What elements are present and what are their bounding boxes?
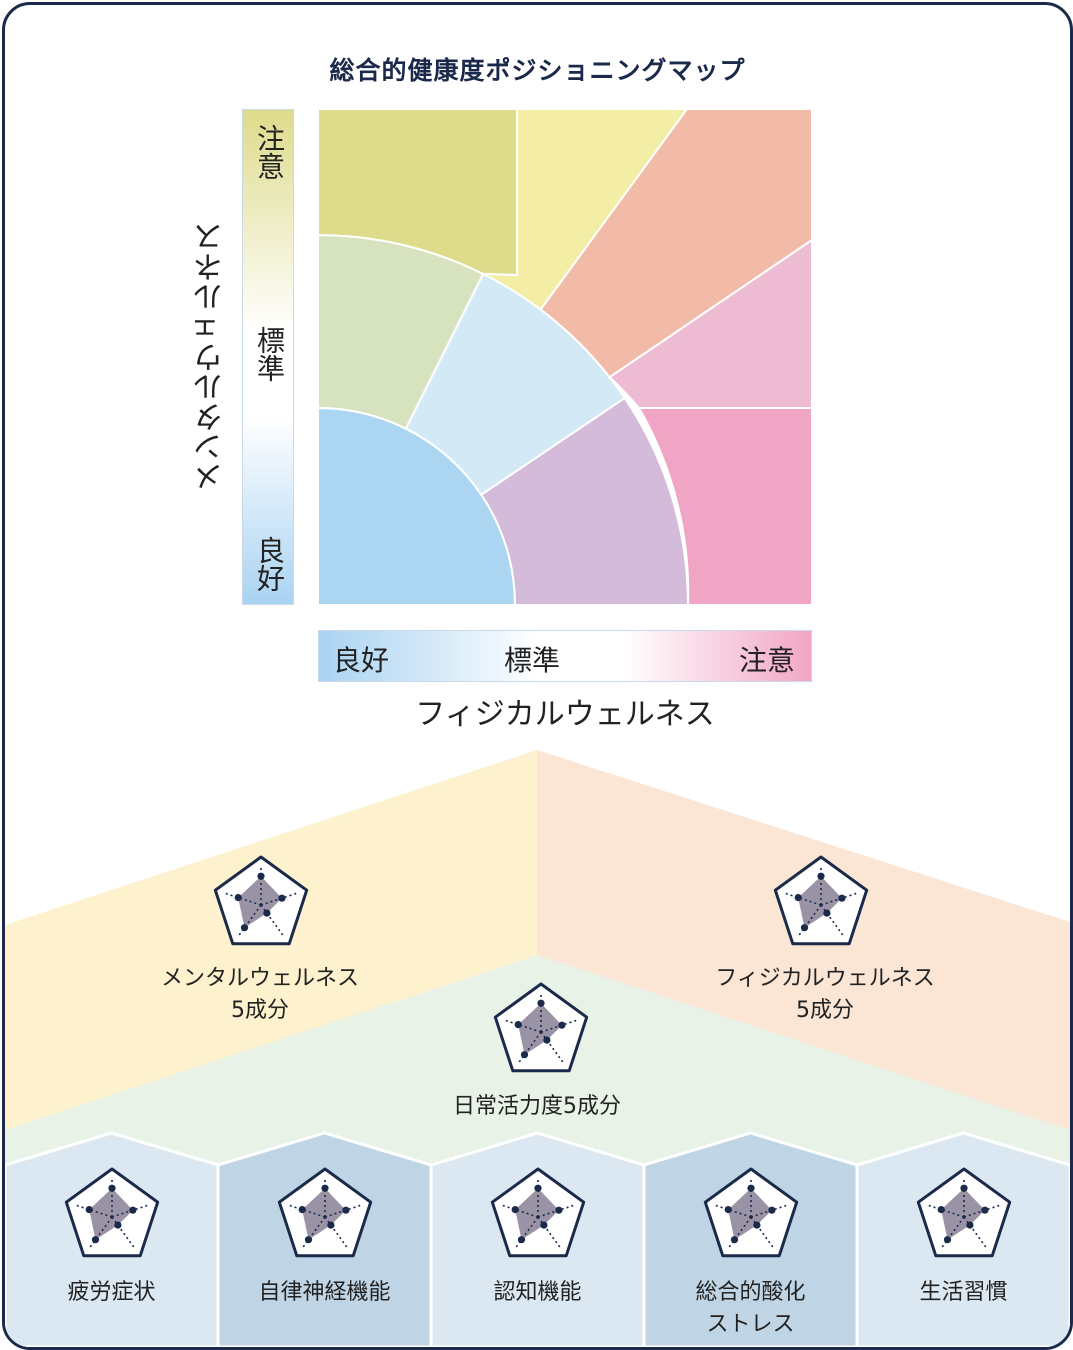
map-title: 総合的健康度ポジショニングマップ <box>329 56 746 85</box>
physical-wellness-label-line1: フィジカルウェルネス <box>715 966 935 991</box>
base-label-oxidative-stress: 総合的酸化 ストレス <box>644 1277 857 1341</box>
base-label-fatigue-text: 疲労症状 <box>67 1280 156 1305</box>
mental-wellness-label-line2: 5成分 <box>231 998 289 1023</box>
base-label-fatigue: 疲労症状 <box>5 1277 218 1309</box>
radar-chart-icon <box>277 1167 373 1258</box>
x-axis-title: フィジカルウェルネス <box>415 697 715 732</box>
y-scale-label-good: 良好 <box>253 536 286 592</box>
x-scale-label-standard: 標準 <box>504 644 561 677</box>
x-axis-scale: 良好 標準 注意 <box>318 630 812 682</box>
base-label-autonomic: 自律神経機能 <box>218 1277 431 1309</box>
daily-vitality-label-text: 日常活力度5成分 <box>453 1094 621 1119</box>
radar-chart-icon <box>773 855 869 946</box>
mental-wellness-label-line1: メンタルウェルネス <box>160 966 359 991</box>
base-label-cognitive-text: 認知機能 <box>493 1280 582 1305</box>
mental-wellness-label: メンタルウェルネス 5成分 <box>125 963 395 1027</box>
radar-chart-icon <box>64 1167 160 1258</box>
map-region-physical-warning <box>638 407 813 606</box>
y-scale-label-standard: 標準 <box>253 326 286 382</box>
radar-chart-icon <box>916 1167 1012 1258</box>
base-label-lifestyle-text: 生活習慣 <box>919 1280 1008 1305</box>
base-label-cognitive: 認知機能 <box>431 1277 644 1309</box>
physical-wellness-label: フィジカルウェルネス 5成分 <box>680 963 970 1027</box>
physical-wellness-label-line2: 5成分 <box>796 998 854 1023</box>
radar-chart-icon <box>493 982 589 1073</box>
positioning-map <box>317 108 813 606</box>
base-label-autonomic-text: 自律神経機能 <box>258 1280 391 1305</box>
base-label-oxidative-stress-line2: ストレス <box>706 1312 795 1337</box>
radar-chart-icon <box>490 1167 586 1258</box>
radar-chart-icon <box>213 855 309 946</box>
x-scale-label-good: 良好 <box>333 644 390 677</box>
daily-vitality-label: 日常活力度5成分 <box>397 1091 677 1123</box>
radar-chart-icon <box>703 1167 799 1258</box>
base-label-oxidative-stress-line1: 総合的酸化 <box>695 1280 806 1305</box>
base-label-lifestyle: 生活習慣 <box>857 1277 1070 1309</box>
component-pyramid <box>5 750 1070 1347</box>
x-scale-label-warning: 注意 <box>738 644 795 677</box>
y-axis-scale: 注意 標準 良好 <box>242 109 294 605</box>
y-scale-label-warning: 注意 <box>253 124 286 180</box>
